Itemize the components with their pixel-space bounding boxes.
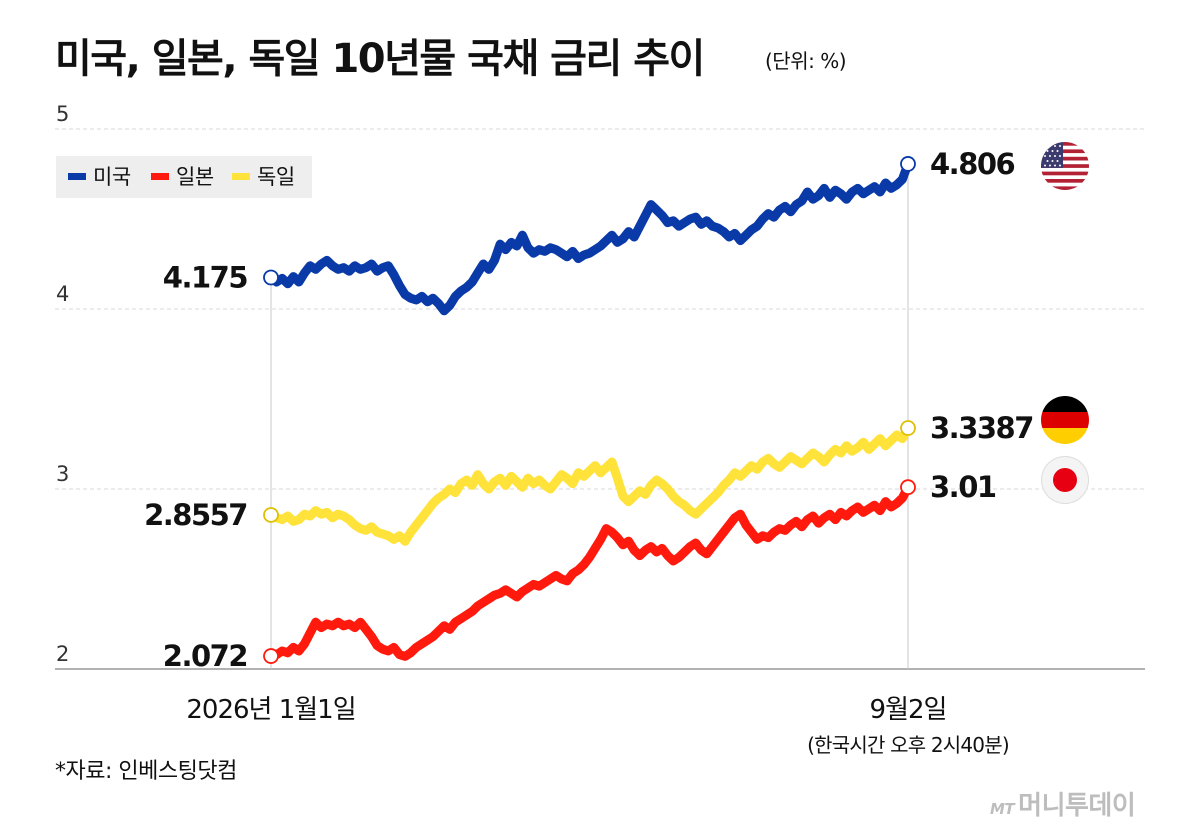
series-line-de [266, 423, 913, 546]
x-tick-sublabel-end: (한국시간 오후 2시40분) [807, 733, 1009, 757]
end-value-label-us: 4.806 [930, 147, 1015, 181]
us-flag-icon [1041, 142, 1089, 190]
y-tick-label: 5 [56, 102, 69, 126]
series-line-us [266, 159, 913, 316]
start-value-label-de: 2.8557 [144, 498, 247, 532]
page-title: 미국, 일본, 독일 10년물 국채 금리 추이 [55, 36, 705, 82]
legend-item-de: 독일 [232, 164, 295, 190]
y-tick-label: 4 [56, 282, 69, 306]
end-marker-de [900, 420, 916, 436]
end-marker-jp [900, 479, 916, 496]
source-note: *자료: 인베스팅닷컴 [55, 759, 237, 784]
legend-item-us: 미국 [68, 164, 131, 190]
start-value-label-jp: 2.072 [163, 639, 247, 673]
legend-item-jp: 일본 [151, 164, 214, 190]
legend-label-jp: 일본 [176, 165, 214, 189]
legend-label-us: 미국 [93, 165, 131, 189]
start-marker-us [263, 269, 279, 286]
x-tick-label-start: 2026년 1월1일 [186, 695, 355, 725]
brand-name: 머니투데이 [1018, 791, 1136, 821]
germany-flag-icon [1041, 396, 1089, 444]
end-marker-us [900, 156, 916, 172]
legend-swatch-us [68, 172, 86, 180]
y-tick-label: 3 [56, 462, 69, 486]
start-marker-de [263, 507, 279, 523]
x-tick-label-end: 9월2일 [870, 695, 947, 725]
legend-swatch-jp [151, 172, 169, 180]
series-line-jp [266, 482, 913, 661]
start-marker-jp [263, 648, 279, 664]
end-value-label-jp: 3.01 [930, 470, 996, 504]
start-value-label-us: 4.175 [163, 261, 248, 295]
end-value-label-de: 3.3387 [930, 411, 1033, 445]
unit-label: (단위: %) [765, 49, 847, 73]
brand-mark: MT [990, 800, 1015, 818]
brand-logo: MT 머니투데이 [990, 785, 1136, 822]
japan-flag-icon [1041, 456, 1089, 504]
chart-legend: 미국 일본 독일 [56, 156, 312, 198]
y-tick-label: 2 [56, 642, 69, 666]
legend-label-de: 독일 [257, 165, 295, 189]
legend-swatch-de [232, 172, 250, 180]
